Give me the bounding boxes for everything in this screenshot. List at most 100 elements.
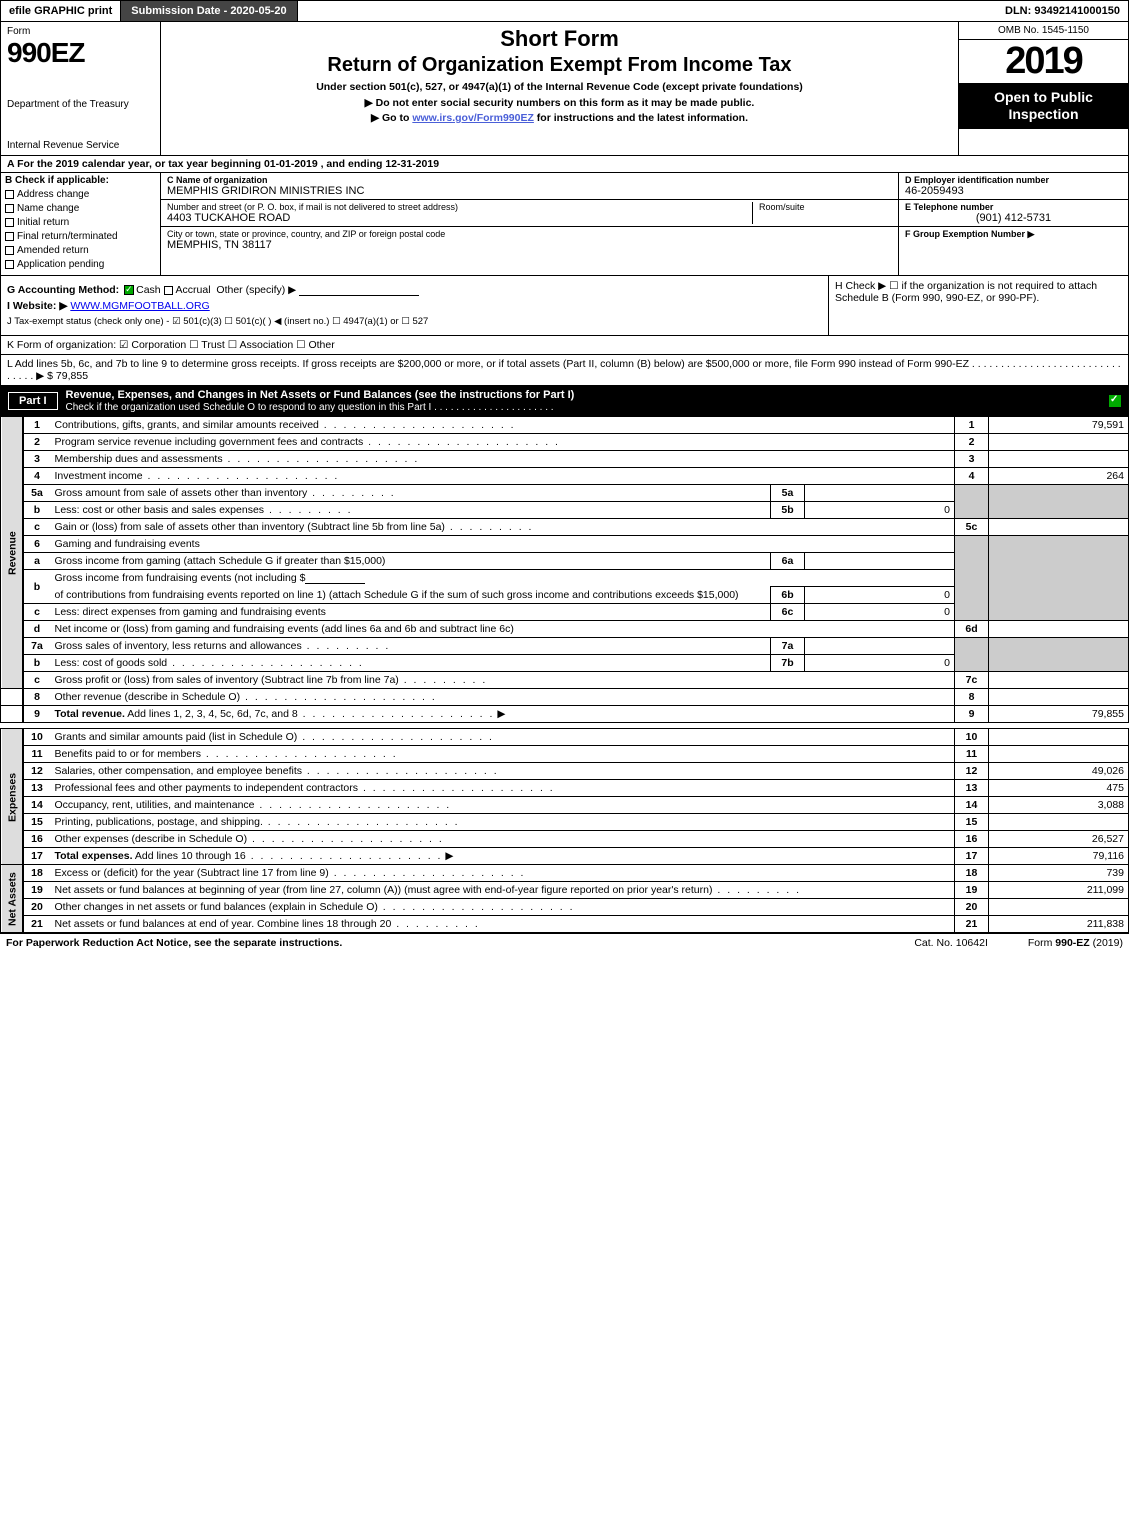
l-amount: 79,855	[56, 370, 88, 382]
city: MEMPHIS, TN 38117	[167, 239, 445, 251]
section-l: L Add lines 5b, 6c, and 7b to line 9 to …	[0, 355, 1129, 386]
g-other-blank[interactable]	[299, 284, 419, 296]
chk-label: Address change	[17, 189, 89, 200]
line-ref: 15	[955, 814, 989, 831]
line-num: b	[23, 502, 51, 519]
line-num: 7a	[23, 638, 51, 655]
form-number: 990EZ	[7, 37, 154, 69]
lines-table: Revenue 1 Contributions, gifts, grants, …	[0, 416, 1129, 933]
chk-initial-return[interactable]: Initial return	[5, 217, 156, 228]
grey-cell	[955, 536, 989, 621]
grey-cell	[989, 536, 1129, 621]
line-ref: 2	[955, 434, 989, 451]
sub-ref: 7a	[771, 638, 805, 655]
line-amount	[989, 814, 1129, 831]
omb-number: OMB No. 1545-1150	[959, 22, 1128, 40]
dept-treasury: Department of the Treasury	[7, 99, 154, 110]
section-g: G Accounting Method: Cash Accrual Other …	[7, 284, 822, 296]
line-amount: 26,527	[989, 831, 1129, 848]
chk-final-return[interactable]: Final return/terminated	[5, 231, 156, 242]
section-i: I Website: ▶ WWW.MGMFOOTBALL.ORG	[7, 300, 822, 312]
line-amount	[989, 729, 1129, 746]
line-desc: Occupancy, rent, utilities, and maintena…	[55, 799, 452, 811]
cat-no: Cat. No. 10642I	[914, 937, 988, 949]
grey-cell	[989, 638, 1129, 672]
sub-ref: 5a	[771, 485, 805, 502]
chk-label: Final return/terminated	[17, 231, 118, 242]
header-left: Form 990EZ Department of the Treasury In…	[1, 22, 161, 155]
line-ref: 1	[955, 417, 989, 434]
sub-val	[805, 638, 955, 655]
ssn-warning: ▶ Do not enter social security numbers o…	[171, 97, 948, 109]
l6b-blank[interactable]	[305, 572, 365, 584]
part1-check[interactable]	[1109, 395, 1121, 407]
chk-label: Amended return	[17, 245, 89, 256]
line-num: 3	[23, 451, 51, 468]
line-amount	[989, 899, 1129, 916]
line-desc: Contributions, gifts, grants, and simila…	[55, 419, 516, 431]
info-right: D Employer identification number 46-2059…	[898, 173, 1128, 275]
section-c: C Name of organization MEMPHIS GRIDIRON …	[161, 173, 898, 275]
city-label: City or town, state or province, country…	[167, 229, 445, 239]
chk-application-pending[interactable]: Application pending	[5, 259, 156, 270]
line-ref: 13	[955, 780, 989, 797]
sub-val	[805, 485, 955, 502]
line-num: 14	[23, 797, 51, 814]
efile-label[interactable]: efile GRAPHIC print	[1, 1, 121, 21]
line-amount	[989, 746, 1129, 763]
goto-suffix: for instructions and the latest informat…	[534, 112, 748, 124]
g-accrual: Accrual	[176, 284, 211, 296]
sub-val: 0	[805, 655, 955, 672]
g-other: Other (specify) ▶	[216, 284, 296, 296]
line-amount: 79,116	[989, 848, 1129, 865]
line-desc: Gross sales of inventory, less returns a…	[55, 640, 391, 652]
line-num: 5a	[23, 485, 51, 502]
sub-val: 0	[805, 502, 955, 519]
side-revenue: Revenue	[1, 417, 23, 689]
line-num: 13	[23, 780, 51, 797]
line-desc: Add lines 1, 2, 3, 4, 5c, 6d, 7c, and 8	[127, 708, 297, 720]
line-amount	[989, 621, 1129, 638]
goto-line: ▶ Go to www.irs.gov/Form990EZ for instru…	[171, 112, 948, 124]
line-desc-bold: Total revenue.	[55, 708, 125, 720]
line-desc: Investment income	[55, 470, 340, 482]
line-amount	[989, 434, 1129, 451]
page-footer: For Paperwork Reduction Act Notice, see …	[0, 933, 1129, 952]
website-link[interactable]: WWW.MGMFOOTBALL.ORG	[70, 300, 209, 312]
info-block: B Check if applicable: Address change Na…	[0, 173, 1129, 276]
pra-notice: For Paperwork Reduction Act Notice, see …	[6, 937, 342, 949]
line-amount	[989, 672, 1129, 689]
chk-name-change[interactable]: Name change	[5, 203, 156, 214]
part1-title: Revenue, Expenses, and Changes in Net As…	[66, 389, 575, 401]
sub-ref: 6c	[771, 604, 805, 621]
under-section: Under section 501(c), 527, or 4947(a)(1)…	[171, 81, 948, 93]
line-desc: Gaming and fundraising events	[51, 536, 955, 553]
line-num: 8	[23, 689, 51, 706]
line-desc: Program service revenue including govern…	[55, 436, 560, 448]
line-amount: 79,855	[989, 706, 1129, 723]
line-num: d	[23, 621, 51, 638]
line-amount: 211,838	[989, 916, 1129, 933]
line-num: 6	[23, 536, 51, 553]
grey-cell	[989, 485, 1129, 519]
chk-cash[interactable]	[124, 285, 134, 295]
chk-label: Name change	[17, 203, 79, 214]
line-desc: Printing, publications, postage, and shi…	[55, 816, 460, 828]
form-ref: Form 990-EZ (2019)	[1028, 937, 1123, 949]
line-amount	[989, 689, 1129, 706]
line-ref: 11	[955, 746, 989, 763]
line-desc-6b-2: of contributions from fundraising events…	[51, 587, 771, 604]
goto-prefix: ▶ Go to	[371, 112, 412, 124]
goto-link[interactable]: www.irs.gov/Form990EZ	[412, 112, 534, 124]
group-exemption-label: F Group Exemption Number ▶	[905, 229, 1122, 240]
chk-amended-return[interactable]: Amended return	[5, 245, 156, 256]
line-desc: Less: cost of goods sold	[55, 657, 364, 669]
line-ref: 16	[955, 831, 989, 848]
line-num: 19	[23, 882, 51, 899]
chk-address-change[interactable]: Address change	[5, 189, 156, 200]
line-num: c	[23, 519, 51, 536]
chk-accrual[interactable]	[164, 286, 173, 295]
side-expenses: Expenses	[1, 729, 23, 865]
line-num: 1	[23, 417, 51, 434]
sub-val: 0	[805, 604, 955, 621]
